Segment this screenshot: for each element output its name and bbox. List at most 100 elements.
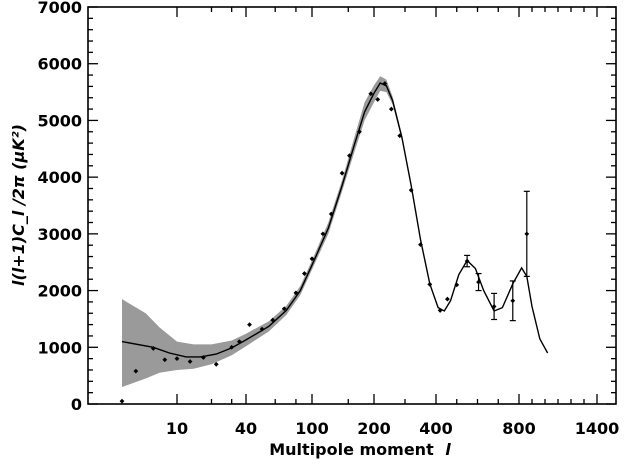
data-point	[427, 281, 433, 287]
data-point	[293, 290, 299, 296]
data-point	[236, 339, 242, 345]
data-point	[150, 346, 156, 351]
data-point	[375, 97, 381, 102]
data-point	[464, 254, 471, 268]
data-point-marker	[388, 106, 394, 112]
data-point	[437, 308, 443, 313]
data-point-marker	[119, 398, 125, 404]
y-tick-label: 5000	[37, 111, 82, 130]
data-point-marker	[309, 256, 315, 262]
y-axis-title: l(l+1)C_l /2π (μK²)	[9, 124, 28, 286]
data-point	[445, 296, 450, 302]
y-tick-label: 4000	[37, 168, 82, 187]
data-point	[368, 91, 374, 97]
y-tick-label: 7000	[37, 0, 82, 17]
data-point	[328, 211, 334, 217]
data-point	[509, 280, 516, 322]
x-axis-title: Multipole moment l	[269, 440, 451, 459]
data-point-marker	[382, 81, 388, 86]
data-point-marker	[347, 153, 352, 158]
data-point	[357, 129, 362, 135]
data-point	[213, 361, 219, 367]
data-point	[347, 153, 352, 158]
y-tick-label: 1000	[37, 338, 82, 357]
data-point-marker	[281, 306, 287, 312]
data-point-marker	[133, 368, 139, 374]
data-point-marker	[445, 296, 450, 302]
x-tick-label: 10	[166, 419, 188, 438]
data-point	[320, 231, 326, 237]
uncertainty-band	[122, 76, 412, 387]
data-point-marker	[293, 290, 299, 296]
data-point-marker	[247, 322, 252, 327]
axis-ticks-layer: 0 1000 2000 3000 4000 5000 6000 7000 10 40 100 200 4…	[37, 0, 619, 438]
data-point	[475, 272, 482, 292]
data-point-marker	[328, 211, 334, 217]
data-point-marker	[524, 231, 530, 237]
data-point	[119, 398, 125, 404]
data-point-marker	[339, 170, 345, 176]
plot-frame	[87, 6, 617, 405]
data-point	[418, 242, 423, 248]
data-point-marker	[236, 339, 242, 345]
data-point-marker	[427, 281, 433, 287]
data-point	[281, 306, 287, 312]
data-point	[309, 256, 315, 262]
x-tick-label: 40	[235, 419, 257, 438]
data-point-marker	[476, 279, 481, 285]
x-tick-label: 800	[502, 419, 535, 438]
data-point	[133, 368, 139, 374]
data-point-marker	[397, 133, 403, 139]
data-point	[302, 271, 307, 276]
data-point-marker	[408, 187, 414, 193]
y-tick-label: 3000	[37, 225, 82, 244]
data-point-marker	[270, 317, 276, 323]
data-point-marker	[418, 242, 423, 248]
data-point-marker	[464, 258, 470, 264]
data-point-marker	[201, 355, 206, 360]
x-tick-label: 200	[357, 419, 390, 438]
model-curve	[121, 82, 549, 358]
data-point-marker	[454, 282, 460, 288]
data-point-marker	[491, 304, 497, 309]
uncertainty-band-layer	[122, 76, 412, 387]
data-point-marker	[174, 356, 180, 362]
data-point	[408, 187, 414, 193]
data-point	[174, 356, 180, 362]
data-point	[523, 190, 530, 277]
x-tick-label: 100	[295, 419, 328, 438]
data-point	[382, 81, 388, 86]
y-tick-label: 0	[71, 395, 82, 414]
data-point-marker	[302, 271, 307, 276]
data-point	[247, 322, 252, 327]
y-tick-label: 2000	[37, 282, 82, 301]
data-point	[201, 355, 206, 360]
data-point-marker	[368, 91, 374, 97]
data-point-marker	[375, 97, 381, 102]
data-point-marker	[357, 129, 362, 135]
data-point	[270, 317, 276, 323]
data-points-layer	[119, 81, 530, 404]
data-point-marker	[150, 346, 156, 351]
data-point	[454, 282, 460, 288]
data-point-marker	[162, 357, 168, 363]
data-point	[339, 170, 345, 176]
x-tick-label: 1400	[575, 419, 620, 438]
x-tick-label: 400	[419, 419, 452, 438]
data-point	[229, 344, 235, 350]
data-point	[259, 326, 265, 332]
x-axis-title-text: Multipole moment	[269, 440, 434, 459]
data-point	[491, 292, 498, 321]
y-tick-label: 6000	[37, 55, 82, 74]
x-axis-title-symbol: l	[445, 440, 451, 459]
data-point	[388, 106, 394, 112]
data-point-marker	[510, 298, 516, 304]
data-point-marker	[229, 344, 235, 350]
data-point-marker	[437, 308, 443, 313]
model-curve-layer	[121, 82, 549, 358]
data-point-marker	[213, 361, 219, 367]
data-point-marker	[320, 231, 326, 237]
data-point	[187, 359, 193, 364]
